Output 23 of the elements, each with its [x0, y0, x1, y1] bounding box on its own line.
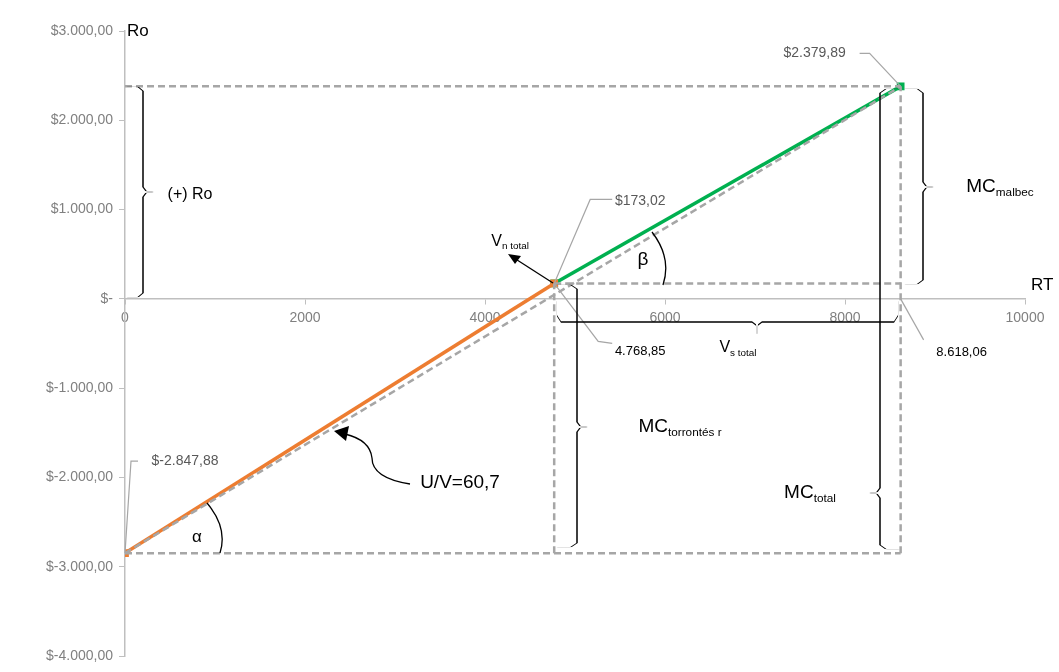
y-tick-label: $-2.000,00: [46, 468, 114, 485]
annotation: (+) Ro: [167, 185, 213, 203]
annotation: α: [192, 526, 203, 546]
y-tick-label: $1.000,00: [50, 200, 114, 217]
y-tick-label: $-4.000,00: [46, 646, 114, 663]
x-tick-label: 6000: [649, 309, 681, 326]
y-tick-label: $2.000,00: [50, 111, 114, 128]
x-tick-label: 10000: [1005, 309, 1045, 326]
y-tick-label: $-1.000,00: [46, 379, 114, 395]
annotation: 8.618,06: [936, 344, 987, 360]
x-axis-title: RT: [1031, 274, 1054, 294]
annotation: $173,02: [614, 192, 666, 209]
y-tick-label: $3.000,00: [50, 21, 114, 38]
y-axis-title: Ro: [127, 20, 149, 40]
y-tick-label: $-3.000,00: [46, 557, 114, 574]
y-tick-label: $-: [100, 289, 114, 306]
x-tick-label: 8000: [829, 309, 861, 326]
annotation: $2.379,89: [783, 44, 846, 61]
x-tick-label: 2000: [289, 309, 321, 326]
annotation: U/V=60,7: [420, 471, 500, 493]
annotation: $-2.847,88: [151, 451, 219, 468]
annotation: 4.768,85: [614, 342, 666, 358]
annotation: β: [637, 248, 649, 270]
